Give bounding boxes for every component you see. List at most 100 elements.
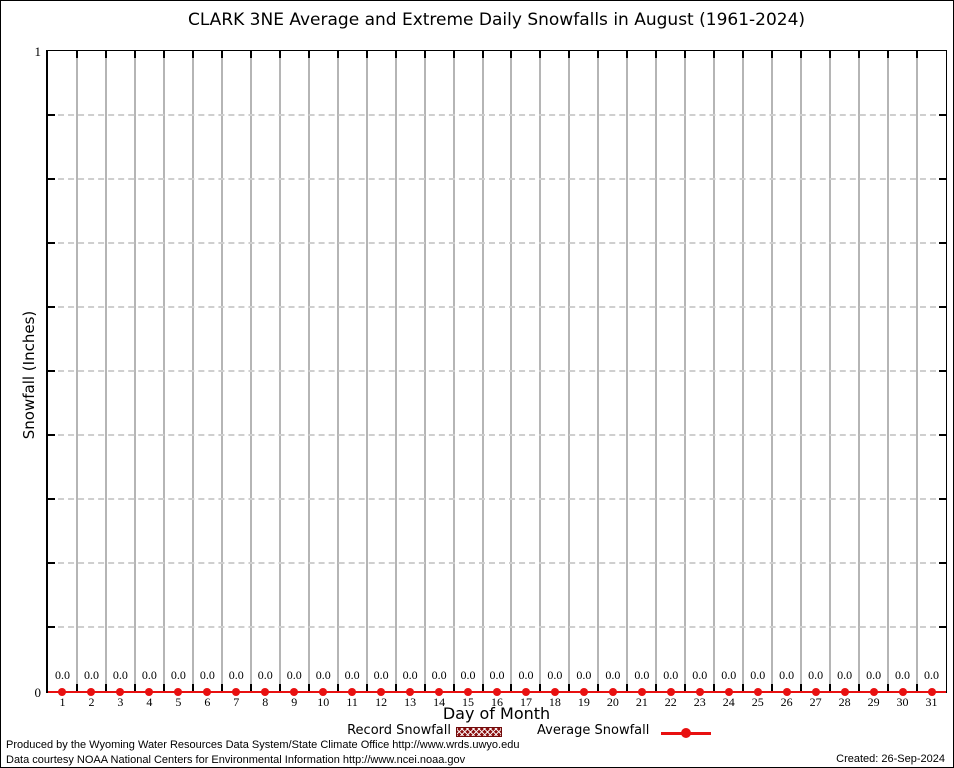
average-snowfall-point: [637, 688, 646, 696]
x-tick-bottom: [510, 684, 512, 691]
x-tick-label: 20: [606, 695, 619, 709]
value-label: 0.0: [344, 668, 360, 682]
value-label: 0.0: [750, 668, 766, 682]
x-tick-label: 13: [404, 695, 417, 709]
average-snowfall-point: [898, 688, 907, 696]
x-tick-bottom: [655, 684, 657, 691]
value-label: 0.0: [779, 668, 795, 682]
x-tick-bottom: [482, 684, 484, 691]
value-label: 0.0: [402, 668, 418, 682]
average-snowfall-point: [464, 688, 473, 696]
value-label: 0.0: [634, 668, 650, 682]
x-tick-label: 19: [577, 695, 590, 709]
average-snowfall-point: [840, 688, 849, 696]
x-tick-label: 6: [204, 695, 211, 709]
x-tick-bottom: [366, 684, 368, 691]
value-label: 0.0: [866, 668, 882, 682]
x-tick-label: 5: [175, 695, 182, 709]
average-snowfall-point: [145, 688, 154, 696]
x-axis-title: Day of Month: [442, 704, 551, 723]
x-tick-bottom: [163, 684, 165, 691]
value-label: 0.0: [837, 668, 853, 682]
x-tick-top: [684, 51, 686, 58]
value-label: 0.0: [257, 668, 273, 682]
h-gridline: [48, 306, 946, 308]
h-gridline: [48, 114, 946, 116]
h-gridline: [48, 242, 946, 244]
x-tick-top: [337, 51, 339, 58]
average-snowfall-point: [811, 688, 820, 696]
value-label: 0.0: [663, 668, 679, 682]
y-tick-left: [48, 178, 55, 180]
y-tick-left: [48, 562, 55, 564]
average-snowfall-point: [493, 688, 501, 696]
x-tick-label: 9: [291, 695, 298, 709]
footer-created-date: Created: 26-Sep-2024: [836, 753, 945, 765]
average-snowfall-point: [58, 688, 67, 696]
h-gridline: [48, 562, 946, 564]
x-tick-label: 31: [925, 695, 938, 709]
legend-swatch-average-point: [681, 728, 691, 738]
legend-label-record-snowfall: Record Snowfall: [347, 723, 451, 738]
x-tick-top: [366, 51, 368, 58]
x-tick-top: [105, 51, 107, 58]
x-tick-bottom: [597, 684, 599, 691]
plot-area: 0.0 0.0 0.0 0.0 0.0 0.0 0.0 0.0 0.0 0.0 0.0 0.0 0.0 0…: [46, 50, 947, 696]
x-tick-label: 8: [262, 695, 269, 709]
x-tick-label: 28: [838, 695, 851, 709]
value-label: 0.0: [141, 668, 157, 682]
x-tick-label: 11: [346, 695, 358, 709]
x-tick-bottom: [742, 684, 744, 691]
x-tick-top: [655, 51, 657, 58]
value-label: 0.0: [692, 668, 708, 682]
footer-data-courtesy: Data courtesy NOAA National Centers for …: [6, 754, 466, 766]
x-tick-top: [626, 51, 628, 58]
x-tick-label: 15: [462, 695, 475, 709]
y-tick-right: [939, 114, 946, 116]
y-tick-right: [939, 562, 946, 564]
x-tick-top: [568, 51, 570, 58]
y-tick-right: [939, 370, 946, 372]
average-snowfall-point: [232, 688, 241, 696]
y-tick-right: [939, 178, 946, 180]
h-gridline: [48, 626, 946, 628]
chart-title: CLARK 3NE Average and Extreme Daily Snow…: [187, 10, 806, 30]
x-tick-label: 18: [548, 695, 561, 709]
average-snowfall-point: [753, 688, 762, 696]
x-tick-bottom: [221, 684, 223, 691]
x-tick-bottom: [539, 684, 541, 691]
average-snowfall-point: [87, 688, 96, 696]
average-snowfall-point: [377, 688, 386, 696]
legend-label-average-snowfall: Average Snowfall: [537, 723, 650, 738]
x-tick-bottom: [134, 684, 136, 691]
x-tick-label: 7: [233, 695, 240, 709]
y-tick-left: [48, 306, 55, 308]
x-tick-bottom: [800, 684, 802, 691]
x-tick-top: [742, 51, 744, 58]
y-tick-left: [48, 498, 55, 500]
average-snowfall-point: [782, 688, 791, 696]
y-tick-left: [48, 626, 55, 628]
value-label: 0.0: [547, 668, 563, 682]
y-tick-label-min: 0: [34, 685, 42, 700]
x-tick-bottom: [279, 684, 281, 691]
value-label: 0.0: [808, 668, 824, 682]
x-tick-bottom: [887, 684, 889, 691]
x-tick-bottom: [713, 684, 715, 691]
value-label: 0.0: [924, 668, 940, 682]
x-tick-bottom: [192, 684, 194, 691]
h-gridline: [48, 178, 946, 180]
average-snowfall-point: [724, 688, 733, 696]
value-label: 0.0: [112, 668, 128, 682]
x-tick-top: [510, 51, 512, 58]
x-tick-bottom: [337, 684, 339, 691]
h-gridline: [48, 498, 946, 500]
y-tick-left: [48, 114, 55, 116]
h-gridline: [48, 370, 946, 372]
x-tick-bottom: [684, 684, 686, 691]
x-tick-label: 27: [809, 695, 822, 709]
average-snowfall-point: [174, 688, 183, 696]
x-tick-label: 25: [751, 695, 764, 709]
legend-swatch-record-hatched-box: [456, 727, 502, 737]
value-label: 0.0: [895, 668, 911, 682]
